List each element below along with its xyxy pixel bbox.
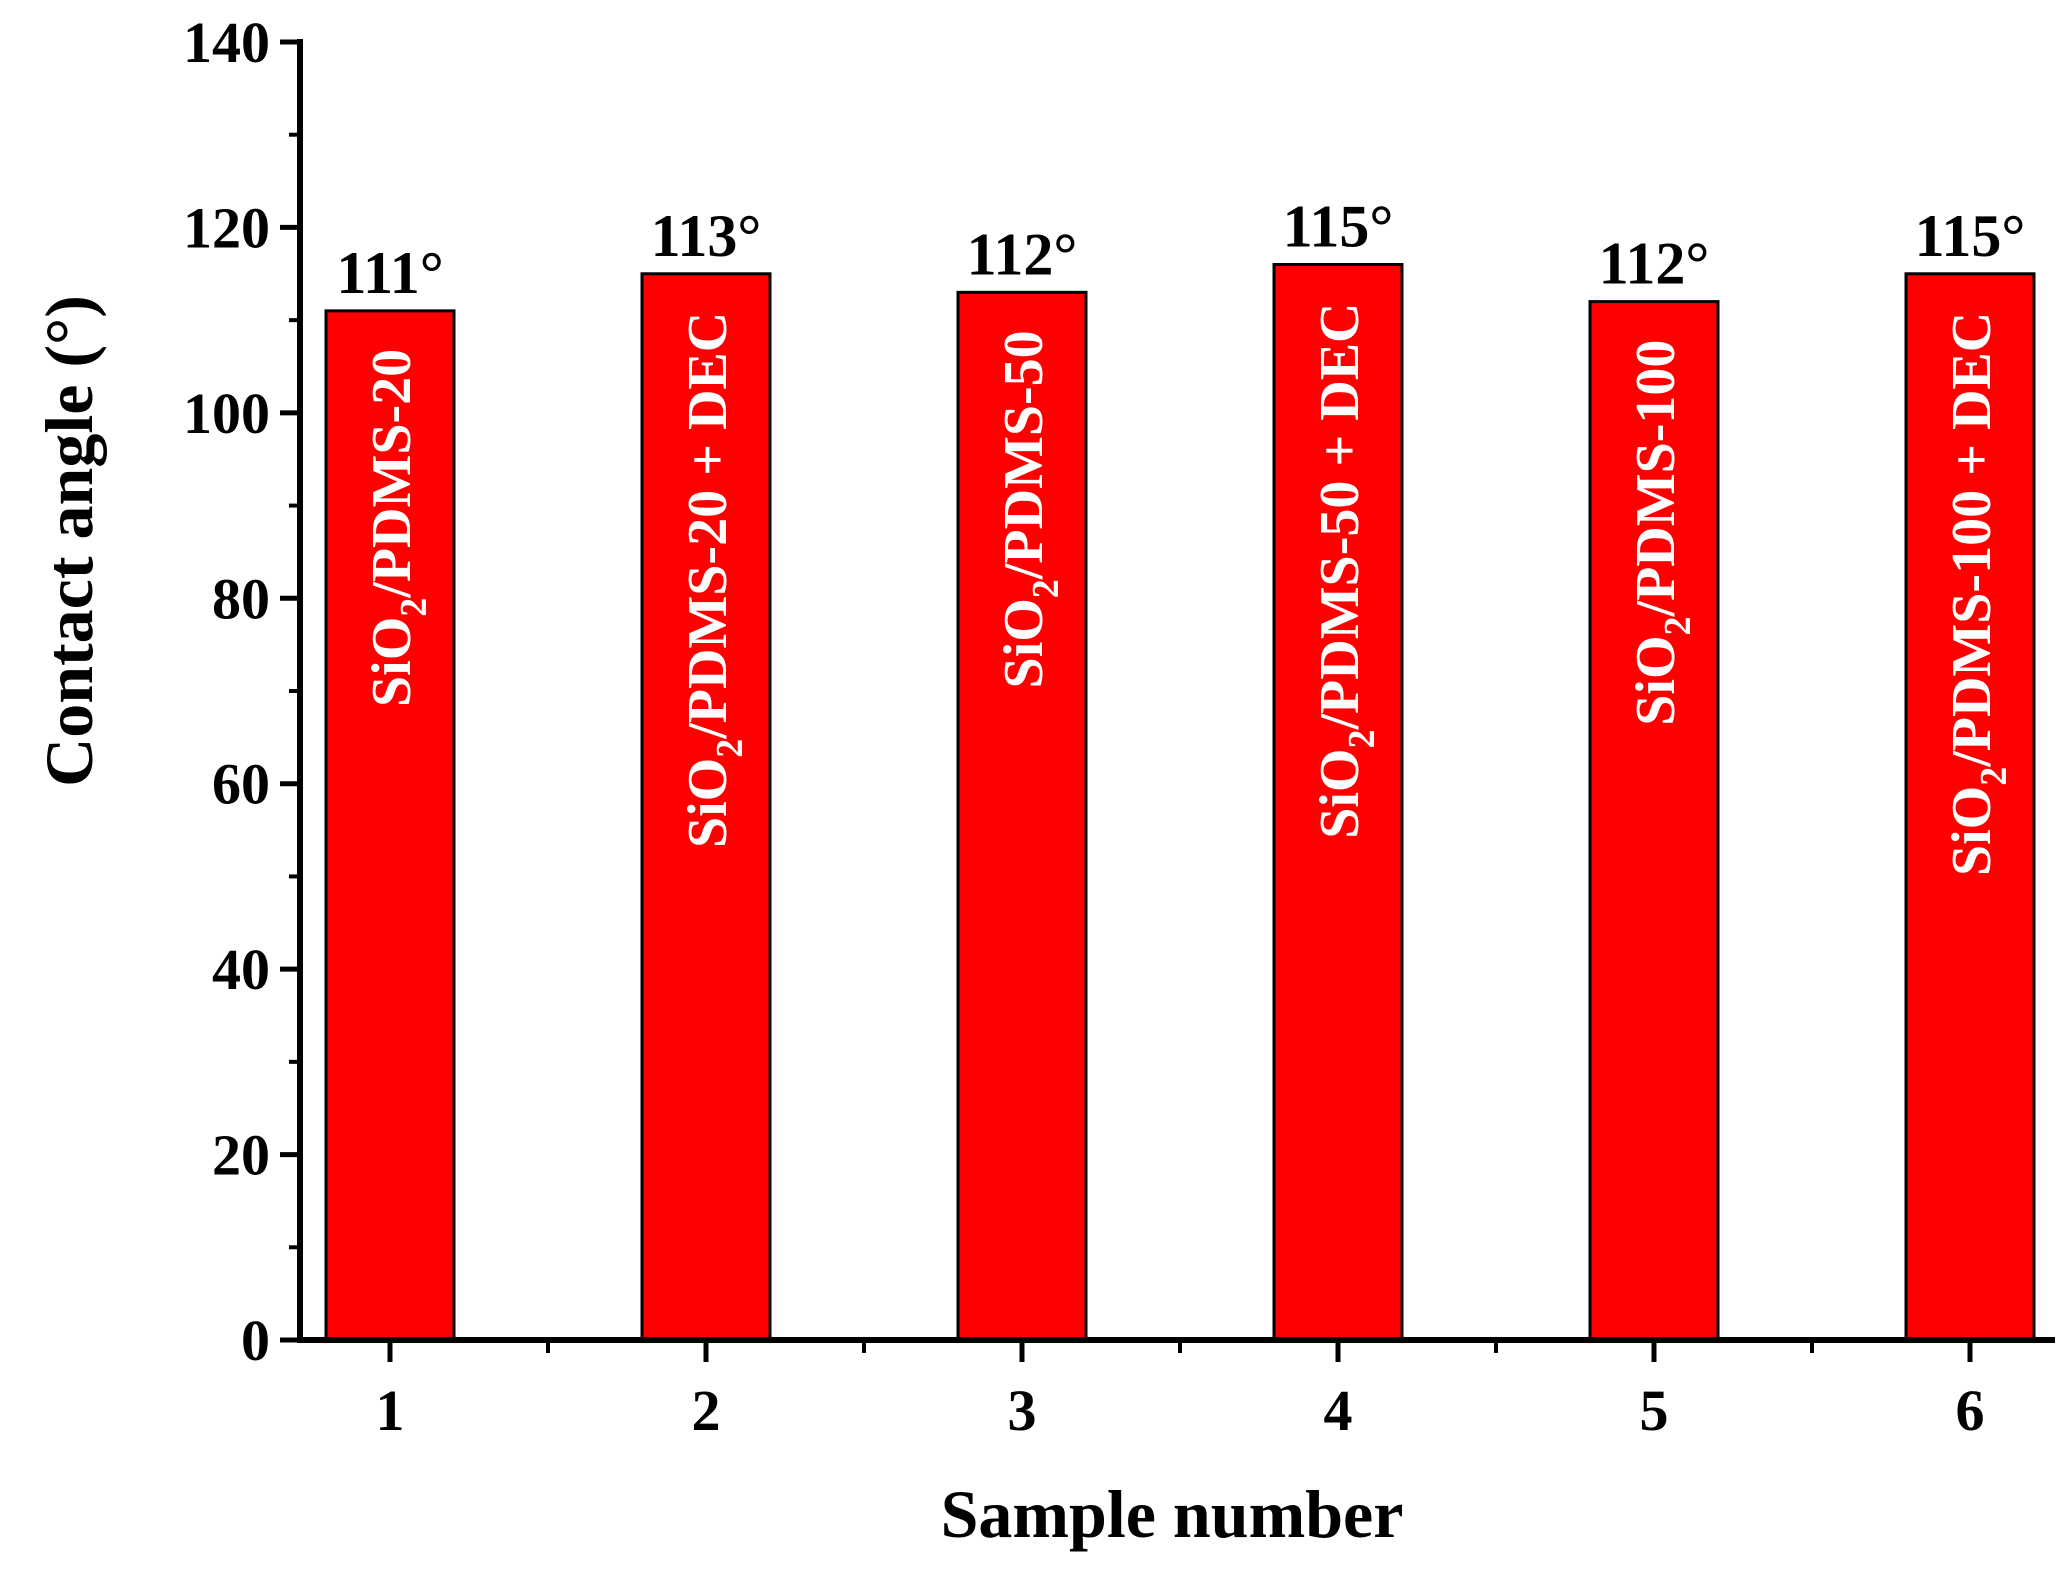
data-label-5: 112° [1599,231,1710,297]
y-axis-title: Contact angle (°) [31,295,107,787]
data-label-4: 115° [1283,194,1394,260]
bar-label-2: SiO2/PDMS-20 + DEC [677,312,751,848]
bar-2 [640,272,772,1342]
data-labels: 111° 113° 112° 115° 112° 115° [336,194,2025,306]
data-label-1: 111° [336,240,443,306]
bar-label-4: SiO2/PDMS-50 + DEC [1309,303,1383,839]
bar-1 [324,309,456,1342]
y-tick-label: 80 [212,566,270,631]
y-ticks: 0 20 40 60 80 100 120 140 [183,10,300,1373]
bar-5 [1588,300,1720,1342]
y-tick-label: 100 [183,381,270,446]
bar-4 [1272,263,1404,1342]
bars-layer: SiO2/PDMS-20 SiO2/PDMS-20 + DEC SiO2/PDMS-… [324,263,2036,1342]
bar-label-6: SiO2/PDMS-100 + DEC [1941,312,2015,876]
data-label-3: 112° [967,221,1078,287]
y-tick-label: 20 [212,1123,270,1188]
bar-label-5: SiO2/PDMS-100 [1625,340,1699,726]
y-tick-label: 0 [241,1308,270,1373]
axes-layer [297,39,2055,1343]
x-tick-label: 5 [1640,1378,1669,1443]
x-axis-title: Sample number [941,1476,1404,1552]
bar-label-3: SiO2/PDMS-50 [993,330,1067,688]
y-tick-label: 120 [183,195,270,260]
data-label-2: 113° [651,203,762,269]
bar-3 [956,290,1088,1342]
x-tick-label: 3 [1008,1378,1037,1443]
x-tick-label: 4 [1324,1378,1353,1443]
x-tick-label: 2 [692,1378,721,1443]
y-tick-label: 60 [212,752,270,817]
data-label-6: 115° [1915,203,2026,269]
x-tick-label: 6 [1956,1378,1985,1443]
x-tick-label: 1 [376,1378,405,1443]
y-tick-label: 140 [183,10,270,75]
y-tick-label: 40 [212,937,270,1002]
x-ticks: 1 2 3 4 5 6 [376,1340,1985,1443]
bar-label-1: SiO2/PDMS-20 [361,349,435,707]
